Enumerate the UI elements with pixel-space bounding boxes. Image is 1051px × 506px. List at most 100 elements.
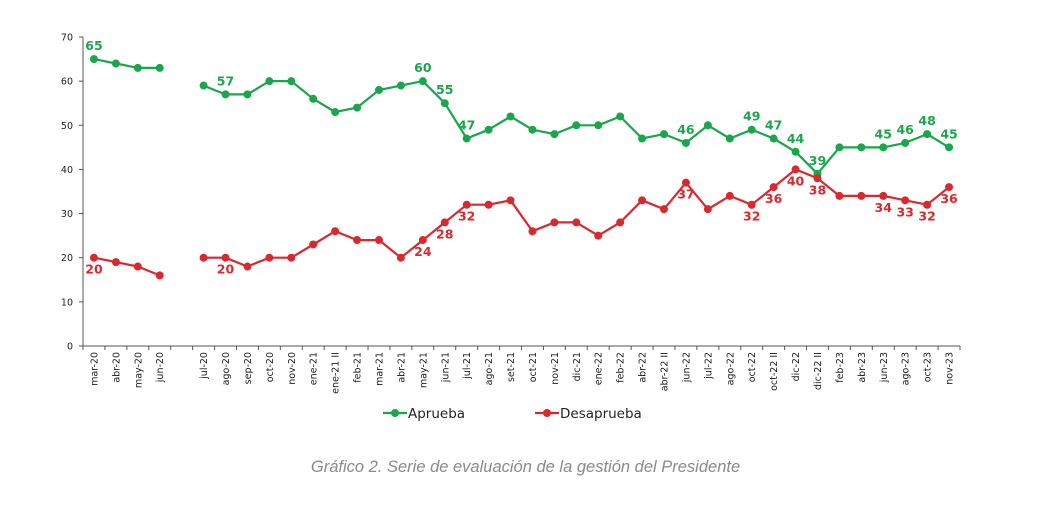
data-point-desaprueba [309, 240, 318, 249]
legend-marker-aprueba [391, 409, 399, 417]
data-point-desaprueba [418, 236, 427, 245]
y-tick-label: 10 [61, 297, 73, 308]
data-point-aprueba [155, 63, 164, 72]
x-tick-label: ago-23 [901, 352, 912, 385]
chart-axes: 0 10 20 30 40 50 60 70 mar-20 abr-20 may-20 jun-20 j… [61, 33, 961, 394]
data-label-aprueba: 65 [85, 38, 102, 53]
data-label-desaprueba: 24 [414, 244, 432, 259]
x-tick-label: abr-21 [396, 352, 407, 383]
data-point-aprueba [462, 134, 471, 143]
x-tick-label: dic-22 II [813, 352, 824, 390]
data-point-desaprueba [681, 178, 690, 187]
data-point-desaprueba [747, 200, 756, 209]
data-point-desaprueba [769, 183, 778, 192]
x-tick-label: abr-20 [111, 352, 122, 383]
data-point-aprueba [703, 121, 712, 130]
data-point-aprueba [572, 121, 581, 130]
data-point-desaprueba [791, 165, 800, 174]
data-label-desaprueba: 37 [677, 187, 694, 202]
data-point-desaprueba [374, 236, 383, 245]
data-point-desaprueba [725, 191, 734, 200]
data-point-desaprueba [813, 174, 822, 183]
x-tick-label: mar-20 [89, 352, 100, 386]
data-point-aprueba [594, 121, 603, 130]
data-label-desaprueba: 36 [940, 191, 958, 206]
legend-label-aprueba: Aprueba [408, 406, 465, 422]
data-label-desaprueba: 34 [875, 200, 893, 215]
data-label-desaprueba: 32 [918, 209, 935, 224]
data-point-aprueba [747, 125, 756, 134]
data-point-desaprueba [199, 253, 208, 262]
data-point-aprueba [769, 134, 778, 143]
data-point-aprueba [89, 55, 98, 64]
data-label-desaprueba: 38 [809, 182, 826, 197]
x-tick-label: sep-20 [243, 352, 254, 384]
data-point-aprueba [243, 90, 252, 99]
x-tick-label: jun-21 [440, 352, 451, 383]
data-point-desaprueba [550, 218, 559, 227]
data-point-desaprueba [484, 200, 493, 209]
data-point-desaprueba [265, 253, 274, 262]
x-tick-label: nov-20 [287, 352, 298, 385]
data-label-desaprueba: 40 [787, 173, 805, 188]
data-point-desaprueba [331, 227, 340, 236]
data-point-aprueba [353, 103, 362, 112]
data-point-desaprueba [616, 218, 625, 227]
data-point-aprueba [791, 147, 800, 156]
data-point-aprueba [287, 77, 296, 86]
data-point-desaprueba [353, 236, 362, 245]
data-point-desaprueba [506, 196, 515, 205]
data-label-aprueba: 47 [765, 118, 782, 133]
data-point-desaprueba [89, 253, 98, 262]
data-point-desaprueba [155, 271, 164, 280]
data-point-aprueba [835, 143, 844, 152]
data-point-aprueba [309, 94, 318, 103]
data-point-desaprueba [243, 262, 252, 271]
data-label-desaprueba: 32 [458, 209, 475, 224]
x-tick-label: jul-21 [462, 352, 473, 380]
x-tick-label: feb-23 [835, 352, 846, 383]
x-tick-label: abr-22 [638, 352, 649, 383]
data-label-aprueba: 45 [875, 126, 892, 141]
data-label-desaprueba: 32 [743, 209, 760, 224]
data-point-aprueba [418, 77, 427, 86]
x-tick-label: oct-21 [528, 352, 539, 382]
data-point-desaprueba [857, 191, 866, 200]
x-tick-label: abr-23 [857, 352, 868, 383]
x-tick-label: dic-21 [572, 352, 583, 381]
data-point-desaprueba [879, 191, 888, 200]
y-tick-label: 70 [61, 33, 73, 44]
x-tick-label: jul-20 [199, 352, 210, 380]
data-point-aprueba [681, 138, 690, 147]
data-label-aprueba: 45 [940, 126, 957, 141]
data-label-aprueba: 39 [809, 153, 826, 168]
data-point-aprueba [638, 134, 647, 143]
x-tick-label: ene-21 II [331, 352, 342, 394]
x-tick-label: ago-21 [484, 352, 495, 385]
x-tick-label: jul-22 [703, 352, 714, 380]
data-label-aprueba: 55 [436, 82, 453, 97]
x-tick-label: nov-21 [550, 352, 561, 385]
chart-caption: Gráfico 2. Serie de evaluación de la ges… [310, 458, 741, 476]
data-point-aprueba [725, 134, 734, 143]
data-point-aprueba [199, 81, 208, 90]
x-tick-label: ago-22 [725, 352, 736, 385]
data-label-aprueba: 60 [414, 60, 432, 75]
y-tick-label: 0 [67, 342, 73, 353]
data-point-desaprueba [528, 227, 537, 236]
data-point-desaprueba [923, 200, 932, 209]
data-point-aprueba [484, 125, 493, 134]
data-point-aprueba [265, 77, 274, 86]
data-point-aprueba [616, 112, 625, 121]
x-tick-label: set-21 [506, 352, 517, 382]
data-point-desaprueba [638, 196, 647, 205]
data-point-aprueba [111, 59, 120, 68]
data-point-aprueba [945, 143, 954, 152]
data-label-aprueba: 49 [743, 109, 760, 124]
y-tick-label: 30 [61, 209, 73, 220]
data-point-aprueba [528, 125, 537, 134]
data-point-aprueba [857, 143, 866, 152]
legend-label-desaprueba: Desaprueba [560, 406, 642, 422]
data-point-aprueba [133, 63, 142, 72]
x-tick-label: may-21 [418, 352, 429, 388]
